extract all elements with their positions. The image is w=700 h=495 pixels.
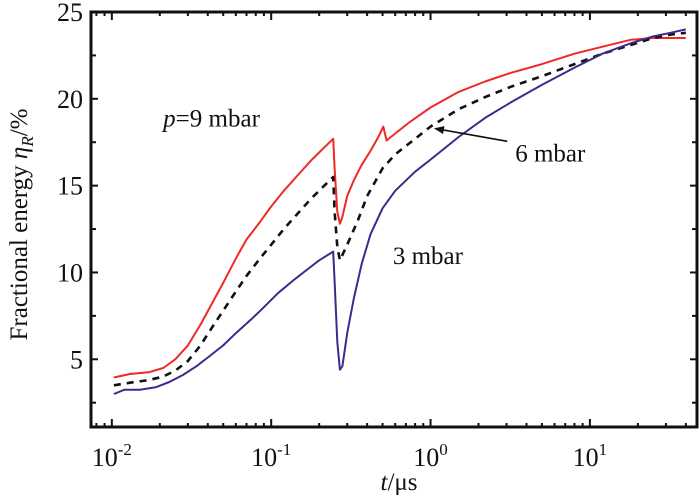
y-tick-label: 5 [70,345,83,374]
annotation-p-symbol: p [161,106,176,133]
annotation-3-mbar: 3 mbar [393,243,464,270]
x-tick-label-base: 10 [573,443,599,472]
annotation-arrow-6-mbar [443,129,508,143]
y-axis-label-unit: /% [6,109,33,137]
x-tick-label: 101 [573,440,608,472]
plot-frame [89,10,699,429]
y-tick-label: 10 [57,258,83,287]
x-tick-label-exponent: -2 [118,440,132,459]
x-tick-label-exponent: -1 [277,440,291,459]
series-line-3-mbar [113,28,687,395]
x-axis-label: t/μs [380,469,417,495]
x-tick-label-base: 10 [413,443,439,472]
series-layer [113,28,687,395]
y-axis-label-text: Fractional energy [6,159,33,340]
annotation-6-mbar: 6 mbar [515,140,586,167]
x-axis-label-symbol: t [380,469,388,495]
y-axis-label-subscript: R [18,136,37,148]
x-tick-label-exponent: 0 [439,440,448,459]
x-tick-label: 10-2 [92,440,132,472]
x-tick-label: 100 [413,440,448,472]
series-line-6-mbar [113,31,686,387]
series-line-p-9-mbar [113,37,686,379]
x-axis-label-unit: /μs [387,469,417,495]
annotation-9-mbar: p=9 mbar [161,106,260,133]
x-tick-label-base: 10 [92,443,118,472]
annotation-9-mbar-text: =9 mbar [176,106,261,133]
y-axis-label: Fractional energy ηR/% [6,109,37,341]
x-tick-label-base: 10 [251,443,277,472]
arrowhead-icon [433,126,445,135]
x-tick-label-exponent: 1 [599,440,608,459]
x-tick-label: 10-1 [251,440,291,472]
y-tick-label: 20 [57,85,83,114]
y-axis-label-symbol: η [6,147,33,159]
y-tick-label: 15 [57,172,83,201]
y-tick-label: 25 [57,0,83,27]
